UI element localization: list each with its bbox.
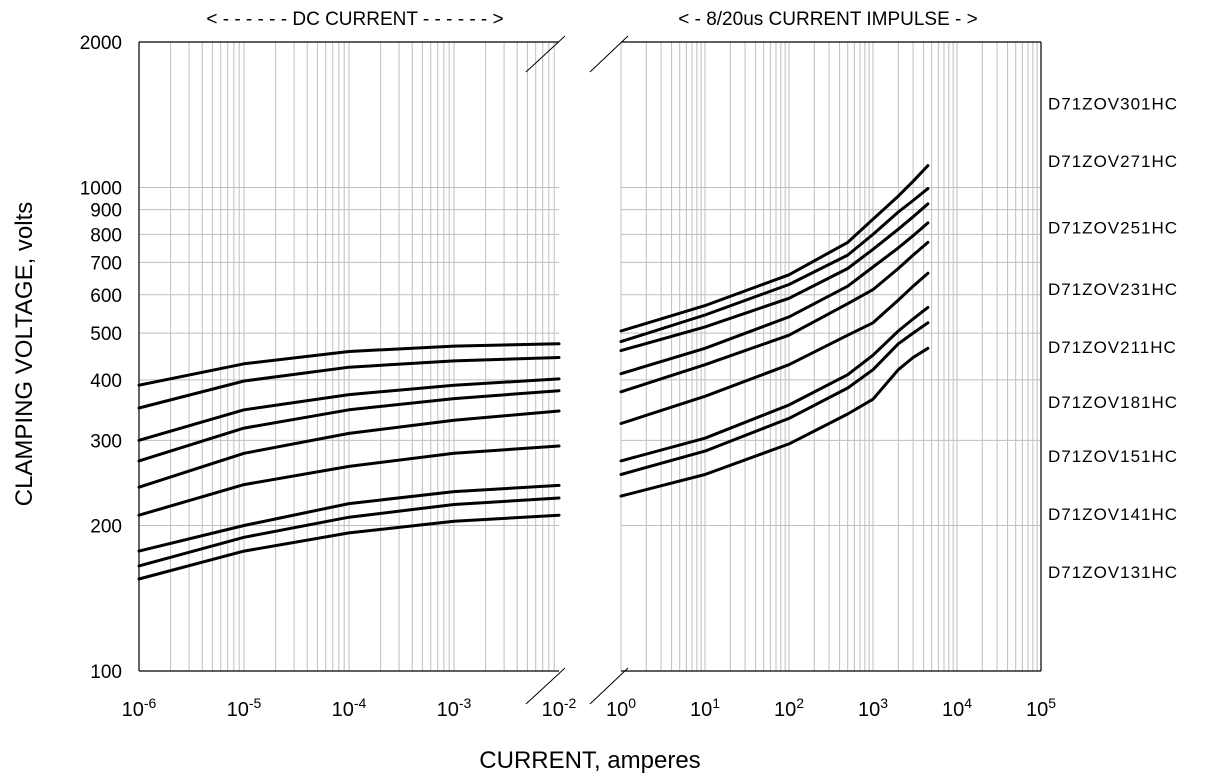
y-tick-label: 400 [90, 371, 122, 392]
series-line-dc-d71zov141hc [137, 496, 561, 568]
section-header-dc: < - - - - - - DC CURRENT - - - - - - > [206, 9, 503, 30]
series-line-dc-d71zov301hc [137, 342, 561, 387]
x-tick-label-dc: 10-6 [122, 695, 157, 721]
series-line-impulse-d71zov211hc [619, 240, 930, 394]
series-line-impulse-d71zov251hc [619, 202, 930, 353]
axis-break-marks [525, 35, 629, 705]
x-tick-label-impulse: 101 [690, 695, 720, 721]
series-line-dc-d71zov231hc [137, 389, 561, 463]
axis-break-mark [589, 667, 629, 705]
legend-entry: D71ZOV141HC [1048, 505, 1178, 524]
x-tick-label-impulse: 103 [858, 695, 888, 721]
series-line-dc-d71zov131hc [137, 513, 561, 581]
x-axis-label: CURRENT, amperes [479, 747, 700, 774]
legend-entry: D71ZOV271HC [1048, 152, 1178, 171]
labels-layer: < - - - - - - DC CURRENT - - - - - - > <… [11, 9, 978, 774]
x-tick-label-dc: 10-3 [437, 695, 472, 721]
y-tick-label: 900 [90, 201, 122, 222]
y-tick-label: 500 [90, 324, 122, 345]
legend-layer: D71ZOV301HC D71ZOV271HC D71ZOV251HC D71ZOV2… [1048, 94, 1178, 582]
legend-entry: D71ZOV301HC [1048, 94, 1178, 113]
x-tick-label-dc: 10-4 [332, 695, 367, 721]
y-tick-label: 800 [90, 225, 122, 246]
series-line-impulse-d71zov301hc [619, 164, 930, 333]
y-tick-label: 700 [90, 253, 122, 274]
axis-break-mark [589, 35, 629, 73]
series-line-impulse-d71zov181hc [619, 271, 930, 425]
series-line-impulse-d71zov131hc [619, 346, 930, 498]
y-tick-label: 1000 [80, 179, 122, 200]
legend-entry: D71ZOV181HC [1048, 393, 1178, 412]
y-tick-label: 600 [90, 286, 122, 307]
y-tick-label: 200 [90, 516, 122, 537]
y-tick-label: 100 [90, 662, 122, 683]
axis-break-mark [525, 667, 566, 705]
frame-layer [138, 41, 1042, 672]
x-tick-label-dc: 10-2 [542, 695, 577, 721]
x-tick-label-impulse: 102 [774, 695, 804, 721]
legend-entry: D71ZOV211HC [1048, 338, 1177, 357]
series-line-dc-d71zov181hc [137, 444, 561, 517]
series-line-dc-d71zov151hc [137, 483, 561, 553]
legend-entry: D71ZOV251HC [1048, 219, 1178, 238]
y-tick-label: 300 [90, 431, 122, 452]
series-line-impulse-d71zov231hc [619, 221, 930, 376]
series-line-dc-d71zov251hc [137, 377, 561, 442]
series-line-dc-d71zov211hc [137, 409, 561, 489]
series-line-impulse-d71zov271hc [619, 187, 930, 344]
section-header-impulse: < - 8/20us CURRENT IMPULSE - > [678, 9, 978, 30]
legend-entry: D71ZOV131HC [1048, 563, 1178, 582]
legend-entry: D71ZOV231HC [1048, 280, 1178, 299]
x-tick-label-dc: 10-5 [227, 695, 262, 721]
legend-entry: D71ZOV151HC [1048, 447, 1178, 466]
axis-break-mark [525, 35, 566, 73]
x-tick-label-impulse: 100 [606, 695, 636, 721]
series-layer [137, 164, 930, 581]
x-tick-label-impulse: 105 [1026, 695, 1056, 721]
y-axis-label: CLAMPING VOLTAGE, volts [11, 202, 38, 507]
series-line-impulse-d71zov141hc [619, 321, 930, 476]
series-line-impulse-d71zov151hc [619, 305, 930, 463]
x-tick-label-impulse: 104 [942, 695, 972, 721]
y-tick-label: 2000 [80, 33, 122, 54]
series-line-dc-d71zov271hc [137, 356, 561, 410]
